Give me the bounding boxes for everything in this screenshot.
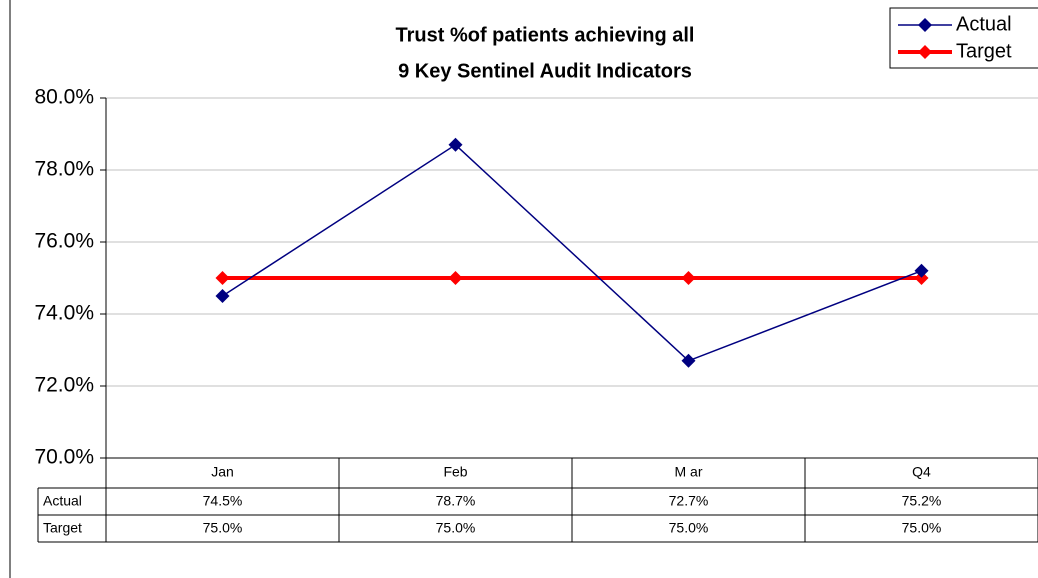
marker	[448, 271, 463, 285]
legend-box	[889, 7, 1038, 69]
marker	[914, 263, 929, 278]
x-tick-label: M ar	[675, 464, 703, 480]
marker	[215, 289, 230, 303]
data-label: 75.0%	[436, 520, 476, 536]
y-tick-label: 80.0%	[34, 86, 94, 109]
y-tick-label: 74.0%	[34, 302, 94, 325]
legend-label: Actual	[956, 13, 1012, 35]
y-tick-label: 76.0%	[34, 230, 94, 253]
data-label: 75.0%	[902, 520, 942, 536]
marker	[681, 353, 696, 368]
marker	[448, 137, 463, 152]
x-tick-label: Jan	[211, 464, 234, 480]
data-label: 75.2%	[902, 493, 942, 509]
table-row-label: Target	[43, 520, 82, 536]
data-label: 72.7%	[669, 493, 709, 509]
table-row-label: Actual	[43, 493, 82, 509]
legend-marker	[918, 45, 932, 59]
data-label: 75.0%	[669, 520, 709, 536]
data-label: 74.5%	[203, 493, 243, 509]
marker	[215, 271, 230, 285]
legend-marker	[918, 18, 932, 32]
chart-title: 9 Key Sentinel Audit Indicators	[398, 60, 692, 82]
y-tick-label: 72.0%	[34, 374, 94, 397]
data-label: 78.7%	[436, 493, 476, 509]
legend-label: Target	[956, 40, 1012, 62]
x-tick-label: Feb	[443, 464, 467, 480]
series-line	[222, 143, 922, 362]
y-tick-label: 70.0%	[34, 446, 94, 469]
data-label: 75.0%	[203, 520, 243, 536]
marker	[681, 271, 696, 285]
marker	[914, 271, 929, 285]
chart-title: Trust %of patients achieving all	[396, 24, 695, 46]
x-tick-label: Q4	[912, 464, 931, 480]
y-tick-label: 78.0%	[34, 158, 94, 181]
